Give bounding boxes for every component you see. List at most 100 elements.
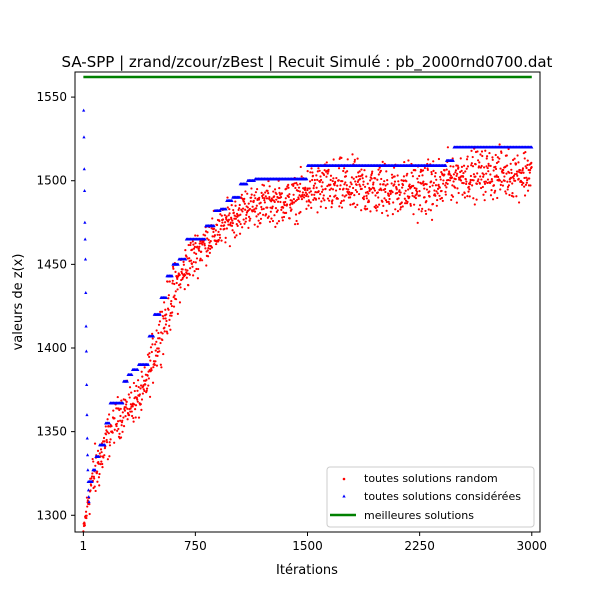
random-solution-point xyxy=(502,168,505,172)
random-solution-point xyxy=(392,166,396,169)
random-solution-point xyxy=(102,456,105,459)
random-solution-point xyxy=(445,186,448,189)
random-solution-point xyxy=(350,183,353,186)
random-solution-point xyxy=(337,167,341,170)
random-solution-point xyxy=(429,209,432,212)
random-solution-point xyxy=(397,197,400,200)
random-solution-point xyxy=(121,411,124,414)
random-solution-point xyxy=(334,189,338,192)
random-solution-point xyxy=(439,175,442,179)
random-solution-point xyxy=(466,165,470,168)
random-solution-point xyxy=(339,201,342,205)
random-solution-point xyxy=(347,188,350,191)
random-solution-point xyxy=(421,174,424,177)
random-solution-point xyxy=(96,480,99,483)
random-solution-point xyxy=(97,460,100,464)
random-solution-point xyxy=(244,208,247,211)
random-solution-point xyxy=(427,158,430,161)
random-solution-point xyxy=(264,191,267,194)
random-solution-point xyxy=(284,197,287,200)
random-solution-point xyxy=(485,157,488,160)
random-solution-point xyxy=(391,191,394,194)
random-solution-point xyxy=(472,197,475,200)
random-solution-point xyxy=(450,198,453,202)
random-solution-point xyxy=(165,330,168,333)
random-solution-point xyxy=(224,241,227,244)
random-solution-point xyxy=(132,416,135,420)
random-solution-point xyxy=(372,183,375,186)
random-solution-point xyxy=(356,203,359,206)
random-solution-point xyxy=(377,168,380,171)
random-solution-point xyxy=(432,181,435,184)
random-solution-point xyxy=(157,323,161,326)
random-solution-point xyxy=(447,170,451,173)
random-solution-point xyxy=(465,182,468,186)
random-solution-point xyxy=(217,238,220,242)
random-solution-point xyxy=(207,238,210,241)
random-solution-point xyxy=(529,168,532,172)
random-solution-point xyxy=(363,185,367,188)
random-solution-point xyxy=(314,198,318,201)
random-solution-point xyxy=(186,269,189,272)
random-solution-point xyxy=(209,240,212,243)
random-solution-point xyxy=(505,172,508,175)
random-solution-point xyxy=(489,194,493,197)
random-solution-point xyxy=(279,200,282,204)
random-solution-point xyxy=(249,217,252,220)
random-solution-point xyxy=(264,195,267,198)
random-solution-point xyxy=(139,387,142,390)
random-solution-point xyxy=(278,191,281,194)
random-solution-point xyxy=(431,184,434,187)
random-solution-point xyxy=(187,243,190,247)
random-solution-point xyxy=(247,202,250,205)
random-solution-point xyxy=(206,249,209,252)
random-solution-point xyxy=(112,409,115,412)
random-solution-point xyxy=(322,194,325,197)
random-solution-point xyxy=(352,202,356,205)
random-solution-point xyxy=(468,183,472,186)
random-solution-point xyxy=(154,360,157,363)
random-solution-point xyxy=(171,311,174,314)
random-solution-point xyxy=(257,198,261,201)
random-solution-point xyxy=(165,319,168,323)
random-solution-point xyxy=(410,171,413,174)
random-solution-point xyxy=(336,197,339,200)
considered-solution-point xyxy=(158,312,162,316)
random-solution-point xyxy=(174,298,178,301)
random-solution-point xyxy=(462,171,465,175)
random-solution-point xyxy=(414,169,417,172)
random-solution-point xyxy=(437,183,440,187)
random-solution-point xyxy=(96,449,100,453)
random-solution-point xyxy=(355,183,358,187)
random-solution-point xyxy=(362,180,365,183)
random-solution-point xyxy=(164,308,167,311)
considered-solution-point xyxy=(230,199,234,202)
random-solution-point xyxy=(448,179,452,182)
random-solution-point xyxy=(353,194,356,197)
random-solution-point xyxy=(447,178,450,182)
random-solution-point xyxy=(253,223,256,226)
random-solution-point xyxy=(474,163,477,166)
random-solution-point xyxy=(220,239,223,242)
random-solution-point xyxy=(415,187,418,190)
random-solution-point xyxy=(393,175,396,178)
random-solution-point xyxy=(234,200,237,203)
random-solution-point xyxy=(364,205,367,208)
random-solution-point xyxy=(263,199,266,202)
random-solution-point xyxy=(365,197,368,200)
random-solution-point xyxy=(498,179,502,182)
random-solution-point xyxy=(227,218,231,221)
random-solution-point xyxy=(218,236,222,239)
random-solution-point xyxy=(285,211,288,214)
random-solution-point xyxy=(276,200,280,203)
random-solution-point xyxy=(520,183,524,186)
random-solution-point xyxy=(239,213,242,216)
random-solution-point xyxy=(196,245,199,248)
considered-solution-point xyxy=(85,436,89,440)
random-solution-point xyxy=(351,153,354,156)
random-solution-point xyxy=(111,431,114,434)
random-solution-point xyxy=(526,189,530,192)
random-solution-point xyxy=(464,178,467,181)
random-solution-point xyxy=(350,176,354,179)
